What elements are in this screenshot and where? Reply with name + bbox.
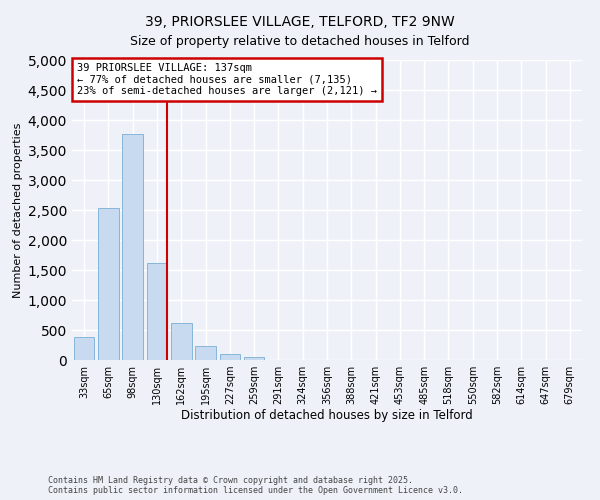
Text: Size of property relative to detached houses in Telford: Size of property relative to detached ho… — [130, 35, 470, 48]
Bar — [244, 358, 265, 360]
Bar — [122, 134, 143, 360]
X-axis label: Distribution of detached houses by size in Telford: Distribution of detached houses by size … — [181, 408, 473, 422]
Bar — [146, 263, 167, 360]
Bar — [220, 354, 240, 360]
Bar — [74, 337, 94, 360]
Bar — [171, 324, 191, 360]
Text: Contains HM Land Registry data © Crown copyright and database right 2025.
Contai: Contains HM Land Registry data © Crown c… — [48, 476, 463, 495]
Y-axis label: Number of detached properties: Number of detached properties — [13, 122, 23, 298]
Text: 39 PRIORSLEE VILLAGE: 137sqm
← 77% of detached houses are smaller (7,135)
23% of: 39 PRIORSLEE VILLAGE: 137sqm ← 77% of de… — [77, 63, 377, 96]
Text: 39, PRIORSLEE VILLAGE, TELFORD, TF2 9NW: 39, PRIORSLEE VILLAGE, TELFORD, TF2 9NW — [145, 15, 455, 29]
Bar — [98, 208, 119, 360]
Bar — [195, 346, 216, 360]
